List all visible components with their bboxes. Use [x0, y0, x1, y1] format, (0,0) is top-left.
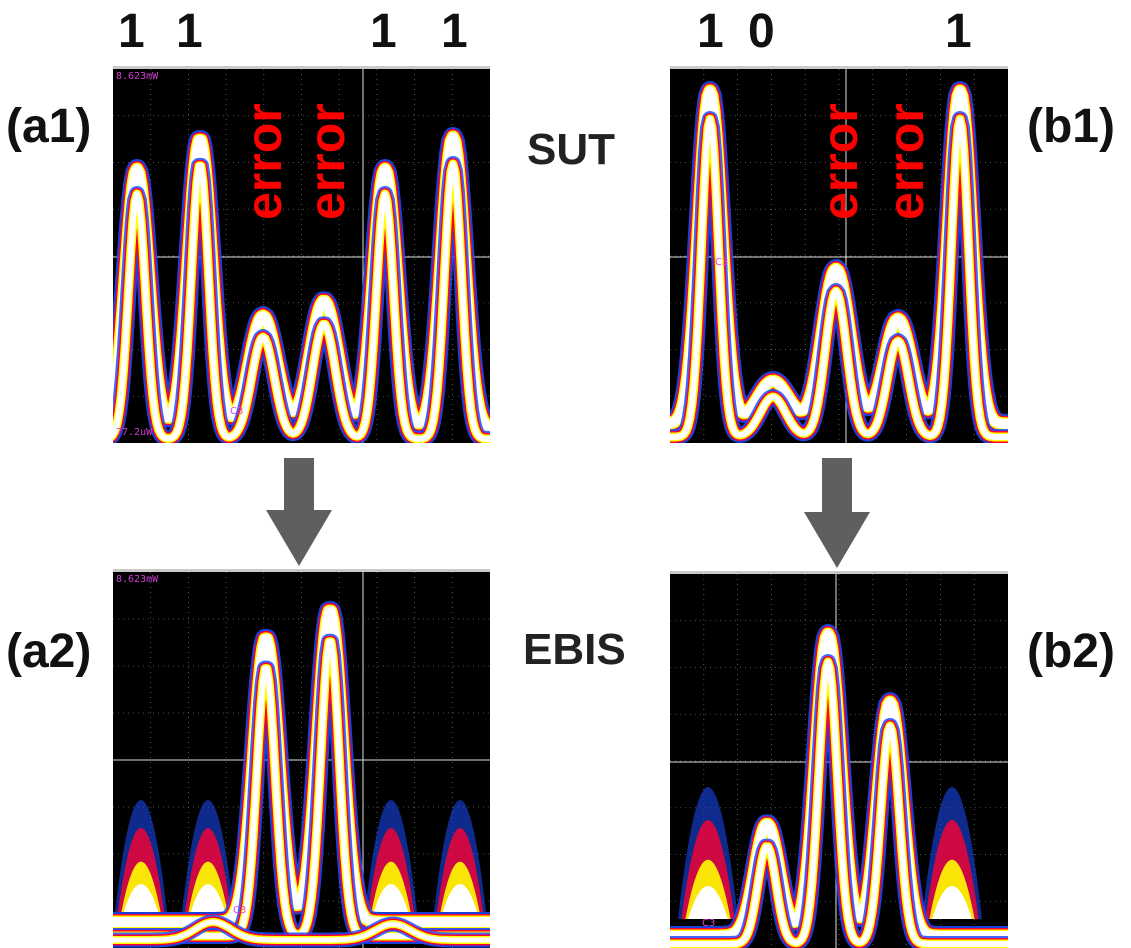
- bit-a-2: 1: [176, 5, 203, 58]
- channel-label-a1: C3: [230, 406, 244, 417]
- panel-label-b1: (b1): [1027, 100, 1115, 153]
- scope-panel-a2: 8.623mW C3: [113, 569, 490, 948]
- row-label-ebis: EBIS: [523, 625, 626, 674]
- channel-label-b1: C3: [715, 257, 729, 268]
- channel-label-a2: C3: [233, 905, 247, 916]
- noise-pulse-1: [922, 787, 982, 919]
- trace-layer-3: [113, 919, 490, 943]
- noise-pulse-0: [115, 800, 167, 912]
- scope-b2-plot: [670, 574, 1008, 948]
- noise-pulse-3: [434, 800, 486, 912]
- error-label-b1-1: error: [812, 103, 868, 220]
- bit-a-4: 1: [441, 5, 468, 58]
- scope-b1-plot: [670, 69, 1008, 443]
- panel-label-b2: (b2): [1027, 625, 1115, 678]
- bit-a-3: 1: [370, 5, 397, 58]
- bit-a-1: 1: [118, 5, 145, 58]
- scale-bottom-a1: 77.2uW: [116, 427, 153, 438]
- error-label-a1-1: error: [236, 103, 292, 220]
- bit-b-1: 1: [697, 5, 724, 58]
- error-label-b1-2: error: [878, 103, 934, 220]
- row-label-sut: SUT: [527, 125, 615, 174]
- down-arrow-icon-b: [804, 458, 870, 568]
- scope-a2-plot: [113, 572, 490, 948]
- panel-label-a2: (a2): [6, 625, 92, 678]
- scope-panel-a1: 8.623mW 77.2uW C3: [113, 66, 490, 443]
- panel-label-a1: (a1): [6, 100, 92, 153]
- scope-panel-b2: C3: [670, 571, 1008, 948]
- trace-layer-3: [113, 161, 490, 442]
- noise-pulse-1: [182, 800, 234, 912]
- bit-b-3: 1: [945, 5, 972, 58]
- error-label-a1-2: error: [299, 103, 355, 220]
- noise-pulse-2: [365, 800, 417, 912]
- scope-a1-plot: [113, 69, 490, 443]
- scale-top-a2: 8.623mW: [116, 574, 159, 585]
- noise-pulse-0: [678, 787, 738, 919]
- down-arrow-icon-a: [266, 458, 332, 566]
- scale-top-a1: 8.623mW: [116, 71, 159, 82]
- trace-layer-3: [670, 116, 1008, 440]
- channel-label-b2: C3: [702, 918, 716, 929]
- trace-layer-3: [670, 659, 1008, 947]
- scope-panel-b1: C3: [670, 66, 1008, 443]
- bit-b-2: 0: [748, 5, 775, 58]
- trace-layer-3: [113, 606, 490, 927]
